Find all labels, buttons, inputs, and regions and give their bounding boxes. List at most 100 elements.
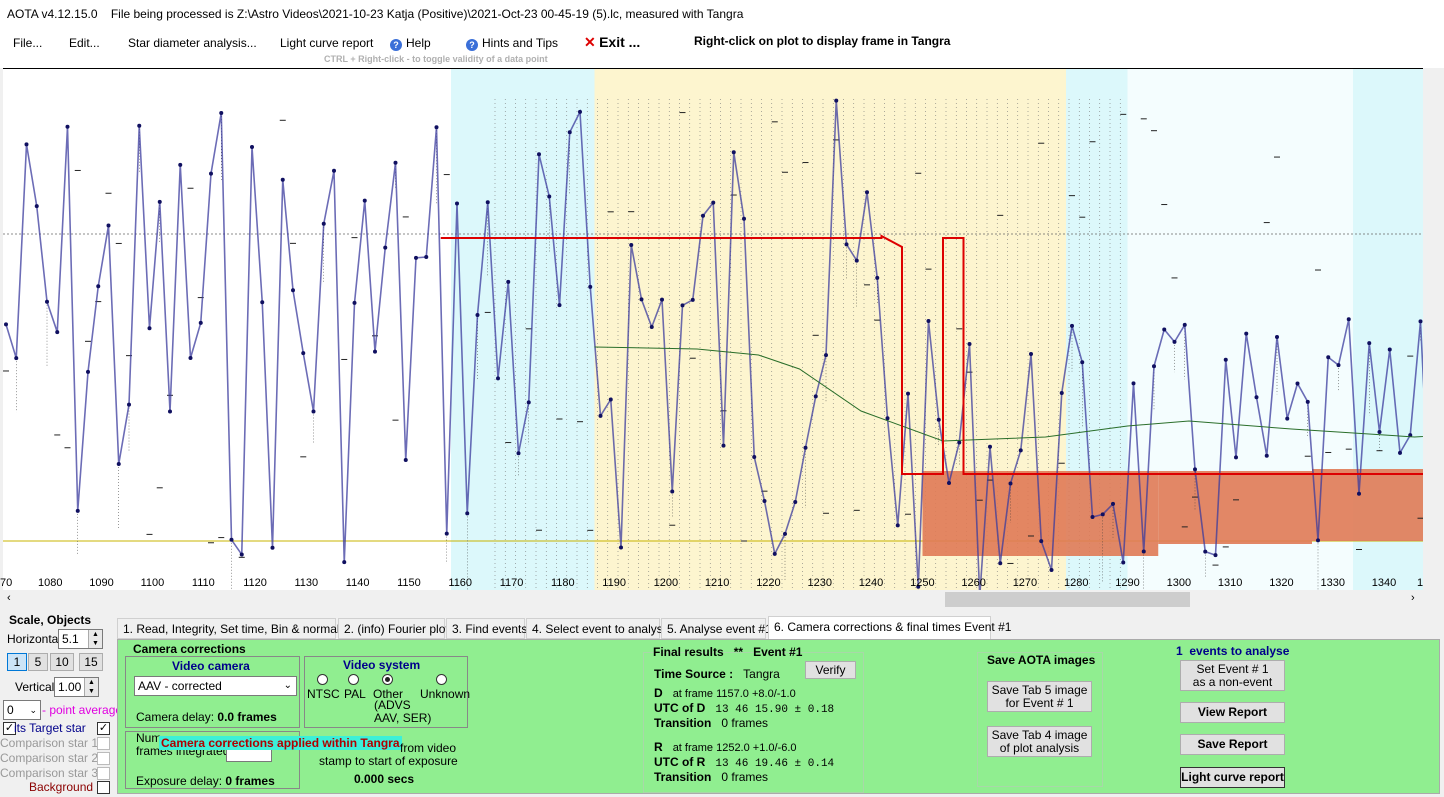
other-sub-label: (ADVS AAV, SER): [374, 698, 432, 725]
scale-button-1[interactable]: 1: [7, 653, 27, 671]
data-point: [496, 376, 500, 381]
save-tab5-button[interactable]: Save Tab 5 image for Event # 1: [987, 681, 1092, 712]
plot-canvas[interactable]: [3, 69, 1423, 590]
light-curve-plot[interactable]: [3, 68, 1423, 590]
data-point: [803, 445, 808, 450]
data-point: [188, 355, 193, 360]
scale-button-10[interactable]: 10: [50, 653, 74, 671]
spin-arrows-icon[interactable]: ▲ ▼: [84, 678, 98, 696]
tab-read[interactable]: 1. Read, Integrity, Set time, Bin & norm…: [117, 618, 355, 639]
scroll-thumb[interactable]: [945, 592, 1190, 607]
scroll-left-icon[interactable]: ‹: [7, 592, 11, 604]
other-radio[interactable]: [382, 674, 393, 685]
tangra-corrections-banner: Camera corrections applied within Tangra: [159, 736, 402, 750]
data-point: [209, 171, 213, 176]
plot-scrollbar[interactable]: ‹ ›: [3, 591, 1423, 608]
r-label: R: [654, 740, 663, 754]
unknown-label: Unknown: [420, 687, 471, 701]
menu-exit[interactable]: ✕ Exit ...: [584, 34, 640, 51]
menu-file[interactable]: File...: [13, 36, 43, 50]
data-point: [475, 312, 480, 317]
data-point: [1100, 512, 1105, 517]
scale-button-5[interactable]: 5: [28, 653, 48, 671]
save-tab4-button[interactable]: Save Tab 4 image of plot analysis: [987, 726, 1092, 757]
comparison1-checkbox[interactable]: [97, 737, 110, 750]
data-point: [393, 160, 398, 165]
data-point: [1121, 560, 1126, 565]
tab-analyse-event[interactable]: 5. Analyse event #1: [661, 618, 772, 639]
tab-find-events[interactable]: 3. Find events: [446, 618, 527, 639]
comparison3-checkbox[interactable]: [97, 767, 110, 780]
save-report-button[interactable]: Save Report: [1180, 734, 1285, 755]
tab-camera-corrections[interactable]: 6. Camera corrections & final times Even…: [768, 616, 1011, 640]
data-point: [1346, 317, 1351, 322]
x-tick-label: 1330: [1320, 577, 1345, 589]
menu-hints-label: Hints and Tips: [482, 36, 559, 50]
menu-help[interactable]: ? Help: [390, 36, 431, 51]
scale-button-15[interactable]: 15: [79, 653, 103, 671]
camera-delay-text: Camera delay:: [136, 710, 215, 724]
data-point: [926, 318, 931, 323]
video-system-title: Video system: [343, 658, 421, 672]
final-event: Event #1: [753, 645, 803, 659]
data-point: [1213, 553, 1218, 558]
tab-fourier[interactable]: 2. (info) Fourier plot: [338, 618, 449, 639]
camera-select[interactable]: AAV - corrected ⌄: [134, 676, 297, 696]
set-non-event-button[interactable]: Set Event # 1 as a non-event: [1180, 660, 1285, 691]
pal-label: PAL: [344, 687, 366, 701]
view-report-button[interactable]: View Report: [1180, 702, 1285, 723]
data-point: [1152, 364, 1156, 369]
menu-exit-label: Exit ...: [599, 34, 641, 50]
background-checkbox[interactable]: [97, 781, 110, 794]
data-point: [1398, 450, 1402, 455]
data-point: [506, 279, 511, 284]
tab-select-event[interactable]: 4. Select event to analyse: [526, 618, 669, 639]
data-point: [516, 451, 521, 456]
data-point: [424, 255, 429, 260]
data-point: [1305, 399, 1310, 404]
unknown-radio[interactable]: [436, 674, 447, 685]
data-point: [834, 98, 839, 103]
menu-hints[interactable]: ? Hints and Tips: [466, 36, 558, 51]
x-tick-label: 1250: [910, 577, 935, 589]
d-frame-row: D at frame 1157.0 +8.0/-1.0: [654, 686, 796, 700]
x-tick-label: 1210: [704, 577, 730, 589]
menu-edit[interactable]: Edit...: [69, 36, 100, 50]
x-tick-label: 1200: [653, 577, 679, 589]
horizontal-scale-input[interactable]: 5.1 ▲ ▼: [58, 629, 103, 649]
scroll-right-icon[interactable]: ›: [1411, 592, 1415, 604]
comparison1-label: Comparison star 1: [0, 736, 99, 750]
data-point: [291, 288, 295, 293]
menu-light-curve-report[interactable]: Light curve report: [280, 36, 374, 50]
data-point: [680, 303, 685, 308]
d-transition-row: Transition 0 frames: [654, 716, 768, 730]
ntsc-radio[interactable]: [317, 674, 328, 685]
light-curve-report-button[interactable]: Light curve report: [1180, 767, 1285, 788]
data-point: [383, 245, 388, 250]
menu-star-diameter[interactable]: Star diameter analysis...: [128, 36, 257, 50]
data-point: [14, 356, 19, 361]
targets-checkbox[interactable]: ✓: [3, 722, 16, 735]
background-label: Background: [29, 780, 94, 794]
data-point: [701, 213, 705, 218]
data-point: [1090, 514, 1095, 519]
comparison2-checkbox[interactable]: [97, 752, 110, 765]
data-point: [854, 258, 859, 263]
data-point: [1234, 455, 1238, 460]
ntsc-label: NTSC: [307, 687, 340, 701]
video-camera-group: Video camera AAV - corrected ⌄ Camera del…: [125, 656, 300, 728]
verify-button[interactable]: Verify: [805, 661, 856, 679]
save-images-title: Save AOTA images: [987, 653, 1096, 667]
data-point: [639, 297, 644, 302]
data-point: [906, 391, 910, 396]
data-point: [998, 561, 1003, 566]
vertical-scale-input[interactable]: 1.00 ▲ ▼: [54, 677, 99, 697]
target-star-checkbox[interactable]: ✓: [97, 722, 110, 735]
data-point: [1316, 538, 1320, 543]
spin-arrows-icon[interactable]: ▲ ▼: [88, 630, 102, 648]
pal-radio[interactable]: [348, 674, 359, 685]
point-average-select[interactable]: 0 ⌄: [3, 700, 41, 720]
light-curve-line: [5, 100, 1423, 590]
data-point: [731, 150, 736, 155]
data-point: [947, 481, 951, 486]
